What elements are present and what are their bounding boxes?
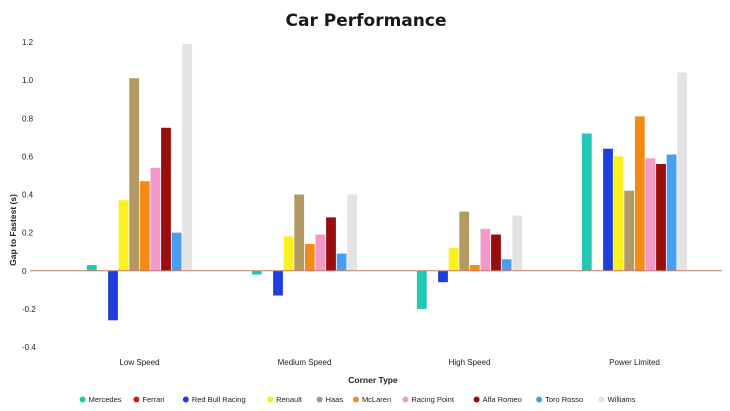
legend-swatch-red-bull-racing [182,396,189,403]
bar-mercedes-medium-speed [251,270,262,275]
bars-group [86,43,688,321]
legend-swatch-mclaren [352,396,359,403]
legend-swatch-racing-point [402,396,409,403]
y-tick-label: 0.6 [22,152,34,161]
y-tick-label: -0.2 [22,305,36,314]
bar-renault-medium-speed [283,236,294,271]
bar-williams-power-limited [677,72,688,271]
bar-renault-power-limited [613,156,624,271]
legend-label: Toro Rosso [545,395,583,404]
y-axis-label: Gap to Fastest (s) [8,194,18,266]
bar-racing-point-high-speed [480,228,491,271]
legend-label: McLaren [362,395,391,404]
bar-toro-rosso-high-speed [501,259,512,271]
bar-racing-point-low-speed [150,167,161,271]
bar-alfa-romeo-low-speed [161,127,171,271]
x-axis-label: Corner Type [348,375,398,385]
bar-toro-rosso-power-limited [666,154,677,271]
legend-label: Renault [276,395,303,404]
bar-mclaren-power-limited [634,116,645,271]
y-tick-label: 0 [22,267,27,276]
bar-mclaren-medium-speed [304,244,315,271]
y-tick-label: 1.0 [22,76,34,85]
legend-swatch-toro-rosso [536,396,543,403]
legend-label: Williams [608,395,636,404]
bar-toro-rosso-medium-speed [336,253,347,271]
bar-haas-power-limited [624,190,635,271]
legend-label: Alfa Romeo [483,395,522,404]
legend-label: Ferrari [142,395,164,404]
x-tick-label: Medium Speed [278,358,332,367]
bar-racing-point-power-limited [645,158,656,271]
bar-haas-medium-speed [294,194,305,271]
bar-mclaren-low-speed [139,181,150,271]
bar-red-bull-racing-power-limited [603,148,613,271]
bar-haas-high-speed [459,211,470,271]
bar-red-bull-racing-high-speed [438,270,448,283]
y-tick-label: 1.2 [22,38,34,47]
bar-toro-rosso-low-speed [171,232,182,271]
bar-haas-low-speed [129,78,140,271]
legend: Mercedes Ferrari Red Bull Racing Renault Haa… [79,395,636,404]
bar-mclaren-high-speed [469,265,480,271]
bar-williams-high-speed [512,215,523,271]
bar-williams-medium-speed [347,194,358,271]
legend-swatch-alfa-romeo [473,396,480,403]
chart-title: Car Performance [286,11,447,31]
bar-alfa-romeo-high-speed [491,234,501,271]
y-tick-label: -0.4 [22,343,36,352]
legend-label: Red Bull Racing [192,395,246,404]
legend-swatch-renault [267,396,274,403]
legend-label: Haas [326,395,344,404]
bar-alfa-romeo-power-limited [656,164,666,271]
bar-renault-high-speed [448,247,459,271]
legend-swatch-ferrari [133,396,140,403]
y-tick-label: 0.4 [22,191,34,200]
legend-label: Racing Point [411,395,454,404]
bar-mercedes-power-limited [581,133,592,271]
bar-mercedes-high-speed [416,270,427,309]
legend-swatch-haas [316,396,323,403]
x-axis-ticks: Low Speed Medium Speed High Speed Power Lim… [119,358,659,367]
bar-williams-low-speed [182,43,193,271]
bar-mercedes-low-speed [86,265,97,271]
legend-label: Mercedes [89,395,122,404]
bar-alfa-romeo-medium-speed [326,217,336,271]
x-tick-label: Low Speed [119,358,159,367]
y-tick-label: 0.2 [22,229,34,238]
bar-renault-low-speed [118,200,129,271]
y-axis-ticks: -0.4 -0.2 0 0.2 0.4 0.6 0.8 1.0 1.2 [22,38,36,352]
bar-red-bull-racing-medium-speed [273,270,283,296]
x-tick-label: High Speed [449,358,491,367]
bar-red-bull-racing-low-speed [108,270,118,321]
x-tick-label: Power Limited [609,358,660,367]
bar-racing-point-medium-speed [315,234,326,271]
y-tick-label: 0.8 [22,114,34,123]
legend-swatch-williams [598,396,605,403]
legend-swatch-mercedes [79,396,86,403]
